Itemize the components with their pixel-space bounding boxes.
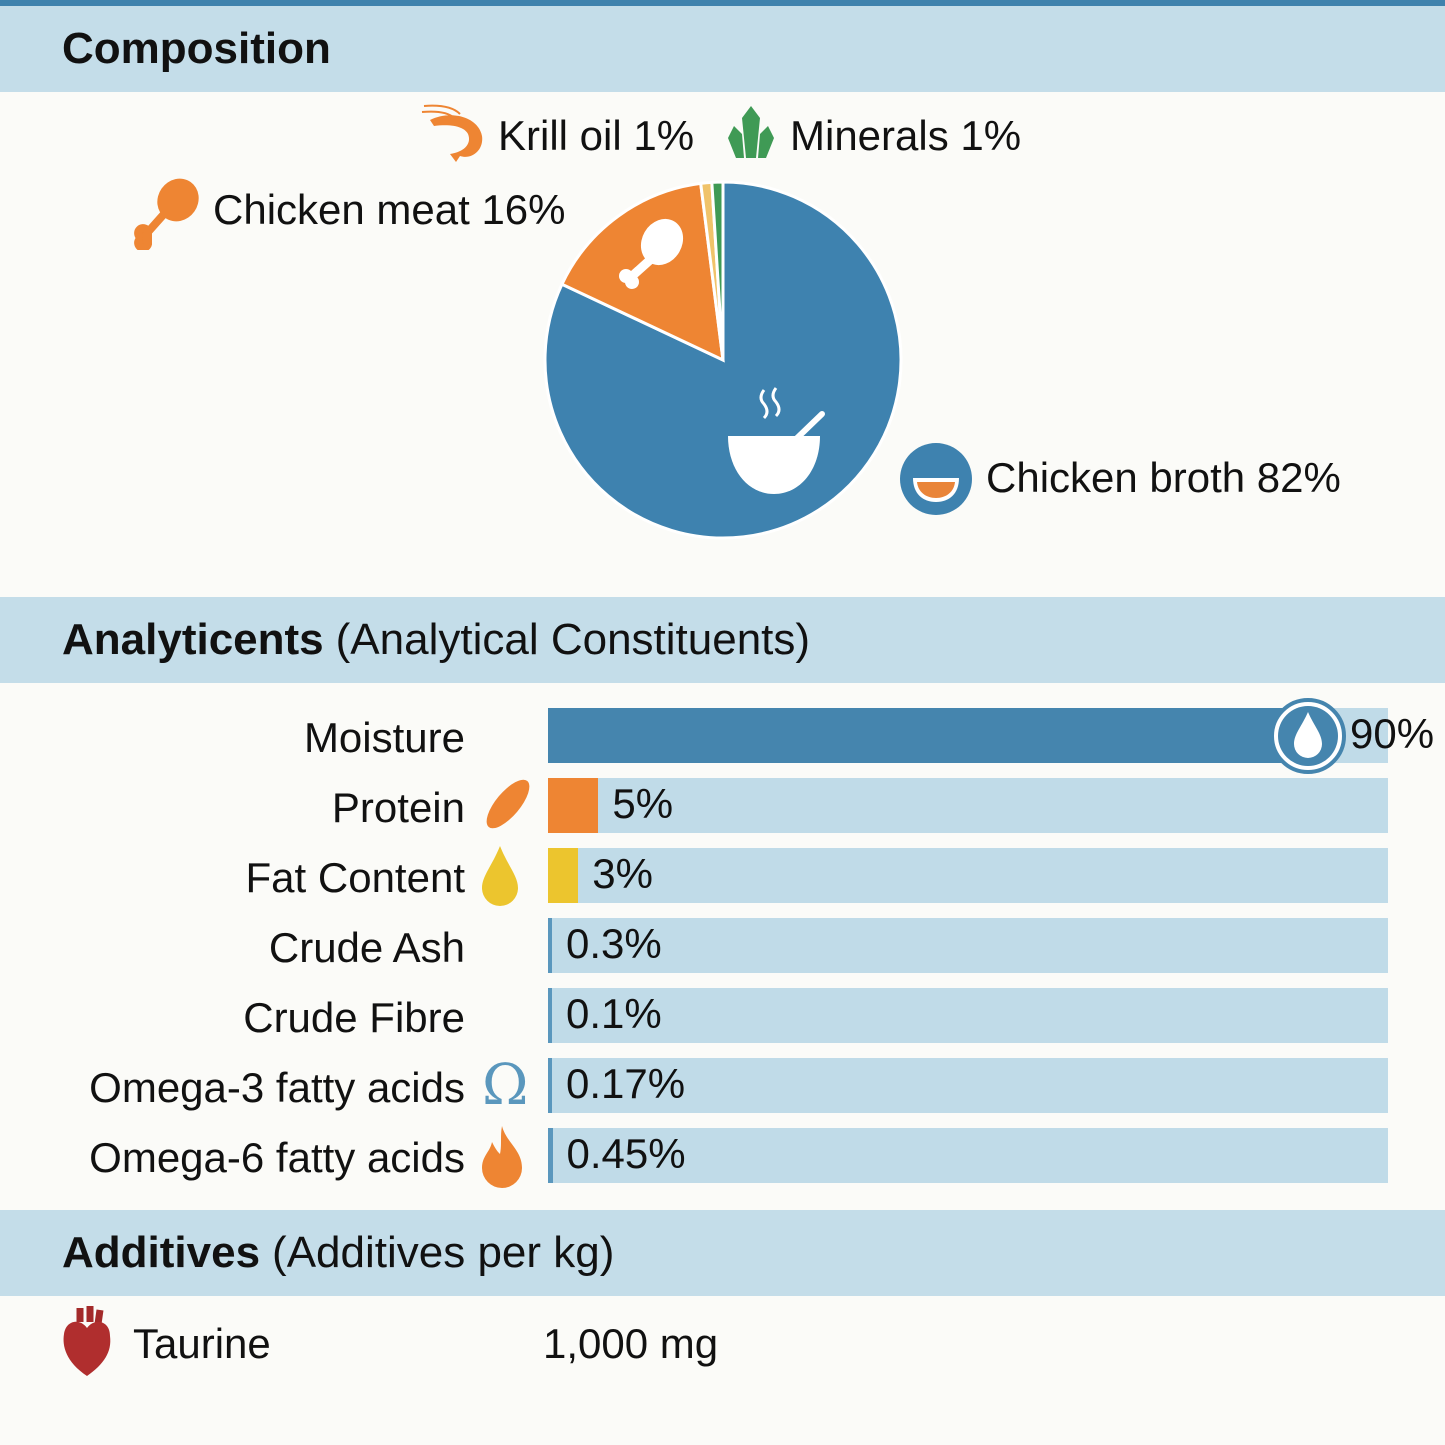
- crystal-icon: [728, 106, 774, 158]
- bar-track-crude-ash: 0.3%: [548, 918, 1388, 973]
- composition-pie-chart: [543, 180, 903, 540]
- analytical-title: Analyticents: [62, 615, 324, 664]
- bar-label-protein: Protein: [331, 784, 465, 831]
- analytical-subtitle: (Analytical Constituents): [335, 615, 811, 664]
- bar-value-protein: 5%: [612, 780, 674, 827]
- chicken-leg-icon: [619, 218, 684, 289]
- bar-crude-fibre: [548, 988, 552, 1043]
- analytical-header: Analyticents (Analytical Constituents): [0, 597, 1445, 683]
- additive-amount: 1,000 mg: [543, 1320, 719, 1367]
- bar-omega-3-fatty-acids: [548, 1058, 552, 1113]
- bar-track-omega-6-fatty-acids: 0.45%: [548, 1128, 1388, 1183]
- bar-value-omega-3-fatty-acids: 0.17%: [566, 1060, 686, 1107]
- pie-label-minerals: Minerals 1%: [790, 112, 1022, 159]
- pie-label-chicken-meat: Chicken meat 16%: [213, 186, 566, 233]
- water-drop-icon: [1270, 696, 1346, 781]
- bar-label-omega-3-fatty-acids: Omega-3 fatty acids: [89, 1064, 465, 1111]
- additives-subtitle: (Additives per kg): [272, 1228, 615, 1277]
- bar-value-crude-fibre: 0.1%: [566, 990, 662, 1037]
- bar-track-omega-3-fatty-acids: 0.17%: [548, 1058, 1388, 1113]
- bar-value-moisture: 90%: [1350, 710, 1435, 757]
- bar-track-moisture: 90%: [548, 698, 1434, 774]
- svg-text:Ω: Ω: [482, 1054, 528, 1110]
- bar-fat-content: [548, 848, 579, 903]
- heart-icon: [63, 1306, 111, 1376]
- oil-drop-icon: [480, 844, 520, 911]
- bar-omega-6-fatty-acids: [548, 1128, 553, 1183]
- bar-label-crude-fibre: Crude Fibre: [243, 994, 465, 1041]
- bar-moisture: [548, 708, 1304, 763]
- bar-value-fat-content: 3%: [592, 850, 653, 897]
- composition-title: Composition: [62, 24, 331, 73]
- bar-track-fat-content: 3%: [548, 848, 1388, 903]
- pie-label-chicken-broth: Chicken broth 82%: [986, 454, 1341, 501]
- additives-title: Additives: [62, 1228, 261, 1277]
- chicken-leg-icon: [134, 178, 199, 250]
- omega-icon: Ω: [480, 1053, 530, 1118]
- bar-label-omega-6-fatty-acids: Omega-6 fatty acids: [89, 1134, 465, 1181]
- bar-track-crude-fibre: 0.1%: [548, 988, 1388, 1043]
- soup-bowl-icon: [728, 387, 825, 494]
- bar-track-protein: 5%: [548, 778, 1388, 833]
- bar-label-crude-ash: Crude Ash: [268, 924, 465, 971]
- muscle-icon: [480, 774, 536, 839]
- additive-name: Taurine: [133, 1320, 271, 1367]
- shrimp-icon: [421, 104, 483, 162]
- top-accent-line: [0, 0, 1445, 6]
- bar-value-omega-6-fatty-acids: 0.45%: [566, 1130, 686, 1177]
- bar-protein: [548, 778, 599, 833]
- soup-bowl-icon: [900, 443, 972, 515]
- bar-crude-ash: [548, 918, 552, 973]
- composition-header: Composition: [0, 6, 1445, 92]
- bar-label-moisture: Moisture: [303, 714, 465, 761]
- pie-label-krill-oil: Krill oil 1%: [498, 112, 695, 159]
- bar-value-crude-ash: 0.3%: [566, 920, 662, 967]
- pie-slice-minerals: [710, 180, 725, 361]
- flame-icon: [480, 1124, 524, 1193]
- bar-label-fat-content: Fat Content: [245, 854, 465, 901]
- additives-header: Additives (Additives per kg): [0, 1210, 1445, 1296]
